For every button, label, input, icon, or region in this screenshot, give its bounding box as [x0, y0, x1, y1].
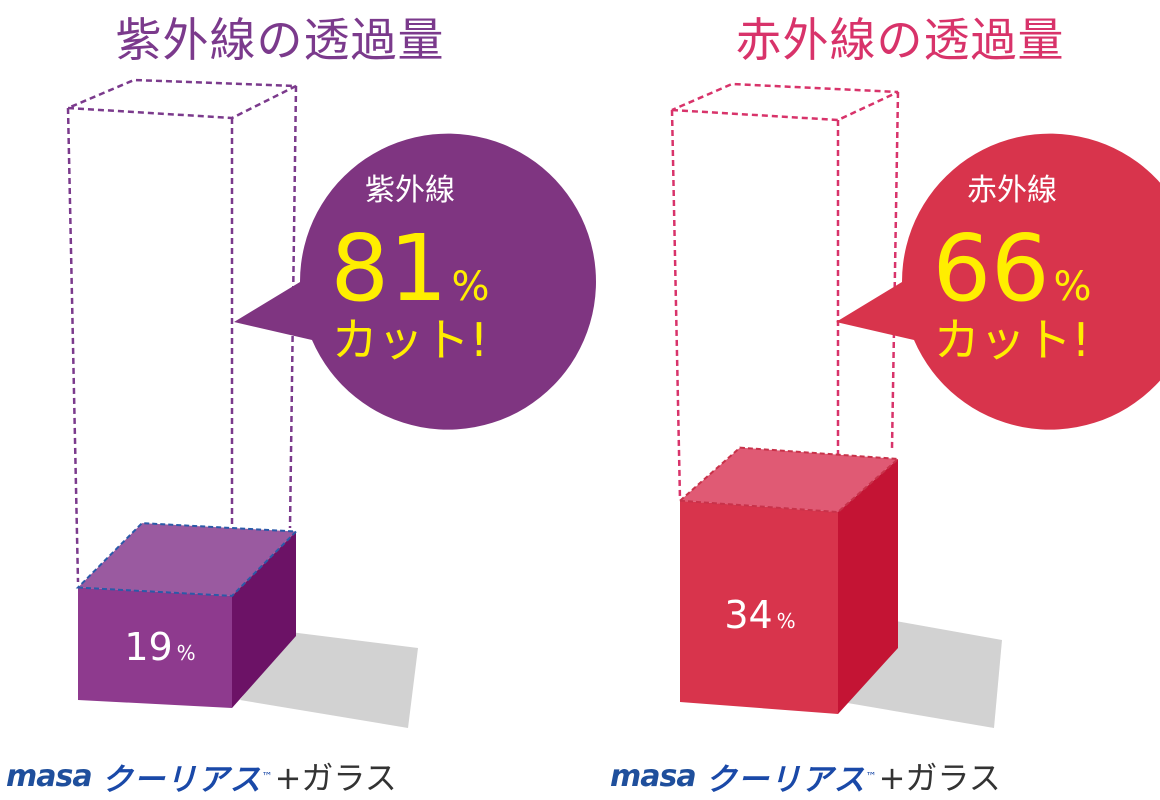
uv-chart-title: 紫外線の透過量	[115, 13, 445, 67]
uv-bar-side	[232, 531, 296, 708]
ir-chart-svg: 34% 赤外線 66% カット!	[670, 82, 1160, 728]
ir-callout-bubble: 赤外線 66% カット!	[836, 133, 1160, 430]
ir-bar-full-top	[671, 82, 899, 122]
trademark-mark: ™	[261, 769, 273, 783]
ir-chart-title: 赤外線の透過量	[735, 13, 1065, 67]
glass-suffix: +ガラス	[274, 759, 397, 797]
uv-bar-full-top	[67, 78, 297, 120]
uv-callout-label: 紫外線	[365, 173, 455, 208]
ir-bar-value-label: 34%	[724, 593, 795, 637]
ir-bar-front	[680, 500, 838, 714]
uv-bar-value-label: 19%	[124, 625, 195, 669]
ir-bar-full-edge-br	[890, 91, 900, 449]
masa-logo: masa	[610, 758, 697, 794]
ir-footer-brand: masa クーリアス ™ +ガラス	[610, 752, 1001, 800]
uv-bar-shadow	[240, 632, 418, 728]
ir-bubble-shape	[836, 133, 1160, 430]
uv-bar-full-edge-fl	[66, 107, 80, 583]
clearas-logo: クーリアス	[705, 761, 866, 798]
glass-suffix: +ガラス	[878, 759, 1001, 797]
uv-callout-bubble: 紫外線 81% カット!	[234, 133, 596, 430]
uv-bar-front	[78, 587, 232, 708]
uv-bubble-shape	[234, 133, 596, 430]
uv-chart-panel: 紫外線の透過量 19% 紫外線 81% カット! masa クーリアス ™ +ガ…	[6, 13, 596, 800]
uv-bar-top	[75, 522, 299, 597]
ir-callout-value: 66%	[932, 215, 1091, 322]
uv-callout-note: カット!	[332, 313, 488, 367]
ir-chart-panel: 赤外線の透過量 34% 赤外線 66% カット! masa クーリアス ™ +ガ…	[580, 0, 1160, 800]
uv-callout-value: 81%	[330, 215, 489, 322]
uv-footer-brand: masa クーリアス ™ +ガラス	[6, 752, 397, 800]
trademark-mark: ™	[865, 769, 877, 783]
ir-callout-note: カット!	[934, 313, 1090, 367]
masa-logo: masa	[6, 758, 93, 794]
clearas-logo: クーリアス	[101, 761, 262, 798]
ir-bar-full-edge-fl	[670, 109, 682, 501]
ir-bar-top	[677, 446, 901, 514]
ir-callout-label: 赤外線	[967, 173, 1057, 208]
uv-chart-svg: 19% 紫外線 81% カット!	[66, 78, 596, 728]
ir-bar-side	[838, 458, 898, 714]
